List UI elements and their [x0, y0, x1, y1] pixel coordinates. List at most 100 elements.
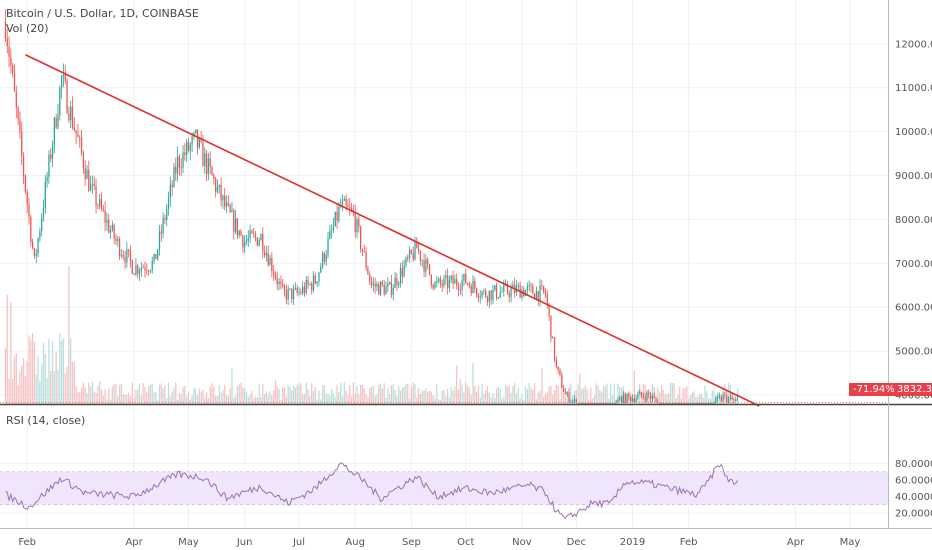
volume-bar — [524, 387, 527, 404]
candle-body — [220, 184, 222, 201]
candle-body — [454, 279, 456, 284]
candle-body — [213, 175, 215, 180]
volume-bar — [452, 390, 454, 404]
volume-bar — [115, 384, 117, 404]
volume-bar — [338, 392, 340, 404]
candle-body — [10, 57, 12, 66]
volume-bar — [142, 382, 144, 404]
candle-body — [31, 242, 34, 249]
volume-bar — [360, 384, 362, 404]
volume-bar — [543, 396, 545, 404]
y-tick-label: 7000.00 — [895, 259, 932, 270]
volume-bar — [561, 386, 563, 404]
candle-body — [247, 238, 249, 241]
volume-bar — [365, 393, 367, 404]
candle-body — [305, 280, 307, 293]
candle-body — [461, 280, 463, 291]
volume-bar — [4, 347, 7, 404]
volume-bar — [48, 338, 50, 404]
candle-body — [450, 276, 452, 280]
volume-bar — [216, 396, 219, 404]
volume-bar — [44, 353, 46, 404]
volume-bar — [564, 396, 567, 404]
candle-body — [195, 129, 197, 133]
candle-body — [178, 156, 181, 168]
volume-bar — [99, 381, 101, 404]
candle-body — [336, 211, 338, 221]
volume-bar — [167, 382, 170, 404]
volume-bar — [659, 392, 661, 404]
candle-body — [372, 283, 374, 286]
candle-body — [378, 284, 380, 295]
candle-body — [256, 237, 258, 246]
candle-body — [564, 392, 567, 395]
volume-bar — [289, 386, 291, 404]
volume-bar — [407, 383, 409, 404]
volume-bar — [579, 373, 581, 404]
volume-bar — [494, 398, 496, 404]
candle-body — [403, 265, 405, 277]
candle-body — [160, 231, 162, 234]
volume-bar — [120, 384, 123, 404]
candle-body — [73, 127, 75, 131]
candle-body — [410, 249, 413, 254]
candle-body — [53, 118, 56, 145]
rsi-indicator-label[interactable]: RSI (14, close) — [6, 414, 86, 427]
candle-body — [432, 285, 434, 289]
candle-body — [465, 273, 467, 284]
volume-bar — [50, 370, 52, 404]
candle-body — [550, 315, 552, 339]
candle-body — [537, 291, 539, 302]
candle-body — [329, 230, 331, 239]
candle-body — [26, 191, 28, 205]
candle-body — [111, 224, 113, 231]
volume-bar — [41, 364, 43, 404]
candle-body — [21, 131, 23, 156]
candle-body — [205, 153, 208, 175]
volume-bar — [698, 394, 701, 404]
volume-bar — [501, 398, 503, 404]
volume-bar — [149, 384, 152, 404]
candle-body — [95, 185, 97, 206]
volume-bar — [108, 388, 110, 404]
candle-body — [416, 241, 418, 249]
candle-body — [129, 251, 132, 261]
candle-body — [401, 268, 403, 277]
rsi-tick-label: 20.0000 — [895, 509, 932, 520]
volume-bar — [97, 385, 99, 404]
volume-bar — [320, 399, 322, 404]
volume-bar — [19, 371, 21, 404]
candle-body — [691, 403, 693, 404]
volume-bar — [169, 396, 171, 404]
candle-body — [109, 230, 112, 233]
volume-bar — [260, 396, 262, 404]
volume-bar — [381, 388, 384, 404]
volume-bar — [283, 387, 286, 404]
volume-indicator-label[interactable]: Vol (20) — [6, 22, 49, 35]
candle-body — [414, 241, 416, 260]
candle-body — [619, 397, 621, 401]
candle-body — [736, 399, 739, 401]
volume-bar — [555, 384, 557, 404]
x-tick-label: Feb — [18, 537, 36, 548]
candle-body — [225, 202, 228, 207]
volume-bar — [146, 392, 148, 404]
volume-bar — [437, 399, 440, 404]
candle-body — [260, 234, 262, 241]
volume-bar — [477, 385, 480, 404]
volume-bar — [604, 386, 606, 404]
volume-bar — [88, 383, 90, 404]
candle-body — [350, 208, 353, 210]
volume-bar — [713, 389, 715, 404]
candle-body — [227, 202, 229, 205]
candle-body — [543, 286, 545, 292]
candle-body — [637, 394, 639, 399]
candle-body — [526, 286, 528, 291]
candle-body — [361, 249, 364, 252]
candle-body — [117, 238, 119, 241]
volume-bar — [89, 386, 92, 404]
volume-bar — [711, 390, 713, 404]
volume-bar — [24, 375, 27, 404]
